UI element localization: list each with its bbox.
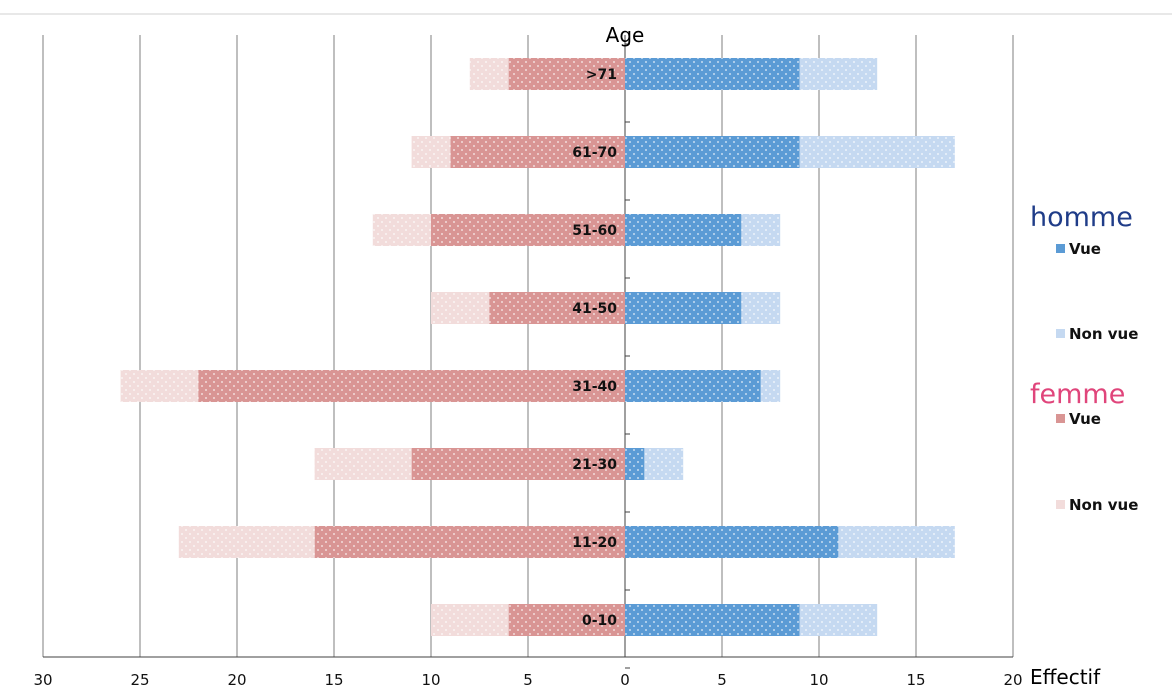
bar-homme-nonvue-texture	[799, 604, 878, 636]
bar-homme-vue-texture	[625, 136, 800, 168]
legend: homme Vue Non vue femme Vue Non vue	[1030, 202, 1138, 514]
bar-homme-nonvue-texture	[741, 214, 781, 246]
bar-femme-nonvue-texture	[120, 370, 199, 402]
legend-homme-vue-swatch	[1056, 244, 1065, 253]
chart-title: Age	[606, 23, 645, 47]
bar-femme-vue-texture	[508, 58, 625, 90]
category-labels: 0-10 11-20 21-30 31-40 41-50 51-60 61-70 >71	[572, 67, 617, 629]
legend-femme-nonvue-swatch	[1056, 500, 1065, 509]
bar-femme-nonvue-texture	[469, 58, 509, 90]
bar-femme-nonvue-texture	[431, 292, 490, 324]
bar-homme-nonvue-texture	[799, 58, 878, 90]
bar-homme-nonvue-texture	[799, 136, 955, 168]
bar-homme-nonvue-texture	[838, 526, 955, 558]
category-label: 21-30	[572, 457, 617, 473]
legend-homme-title: homme	[1030, 202, 1133, 233]
bar-homme-vue-texture	[625, 526, 839, 558]
x-tick-label: 20	[1003, 671, 1022, 689]
legend-femme-nonvue-label: Non vue	[1069, 496, 1138, 514]
x-tick-label: 5	[717, 671, 727, 689]
legend-femme-vue-label: Vue	[1069, 410, 1101, 428]
bar-femme-vue-texture	[450, 136, 625, 168]
gridlines	[42, 35, 1014, 669]
bar-homme-vue-texture	[625, 292, 742, 324]
category-label: 41-50	[572, 301, 617, 317]
x-tick-label: 15	[324, 671, 343, 689]
legend-homme-nonvue-label: Non vue	[1069, 325, 1138, 343]
x-tick-label: 30	[33, 671, 52, 689]
bar-femme-nonvue-texture	[411, 136, 451, 168]
x-tick-label: 10	[809, 671, 828, 689]
bars	[120, 58, 955, 636]
legend-homme-vue-label: Vue	[1069, 240, 1101, 258]
bar-homme-vue-texture	[625, 604, 800, 636]
bar-homme-nonvue-texture	[760, 370, 781, 402]
bar-homme-vue-texture	[625, 58, 800, 90]
bar-femme-vue-texture	[508, 604, 625, 636]
x-axis-ticks: 30 25 20 15 10 5 0 5 10 15 20	[33, 671, 1022, 689]
bar-femme-vue-texture	[411, 448, 625, 480]
category-label: 11-20	[572, 535, 617, 551]
x-tick-label: 15	[906, 671, 925, 689]
category-label: 51-60	[572, 223, 617, 239]
bar-femme-nonvue-texture	[178, 526, 315, 558]
bar-femme-vue-texture	[489, 292, 625, 324]
bar-homme-vue-texture	[625, 370, 761, 402]
category-label: 0-10	[582, 613, 617, 629]
x-axis-label: Effectif	[1030, 665, 1101, 689]
legend-homme-nonvue-swatch	[1056, 329, 1065, 338]
bar-femme-nonvue-texture	[314, 448, 412, 480]
legend-femme-vue-swatch	[1056, 414, 1065, 423]
category-label: >71	[586, 67, 617, 83]
x-tick-label: 25	[130, 671, 149, 689]
bar-homme-vue-texture	[625, 448, 645, 480]
x-tick-label: 10	[421, 671, 440, 689]
category-label: 61-70	[572, 145, 617, 161]
bar-femme-vue-texture	[198, 370, 625, 402]
bar-femme-nonvue-texture	[372, 214, 431, 246]
x-tick-label: 0	[620, 671, 630, 689]
x-tick-label: 20	[227, 671, 246, 689]
bar-femme-vue-texture	[431, 214, 625, 246]
bar-homme-nonvue-texture	[644, 448, 684, 480]
bar-femme-nonvue-texture	[431, 604, 509, 636]
bar-femme-vue-texture	[314, 526, 625, 558]
x-tick-label: 5	[523, 671, 533, 689]
legend-femme-title: femme	[1030, 379, 1125, 410]
bar-homme-nonvue-texture	[741, 292, 781, 324]
category-label: 31-40	[572, 379, 617, 395]
bar-homme-vue-texture	[625, 214, 742, 246]
